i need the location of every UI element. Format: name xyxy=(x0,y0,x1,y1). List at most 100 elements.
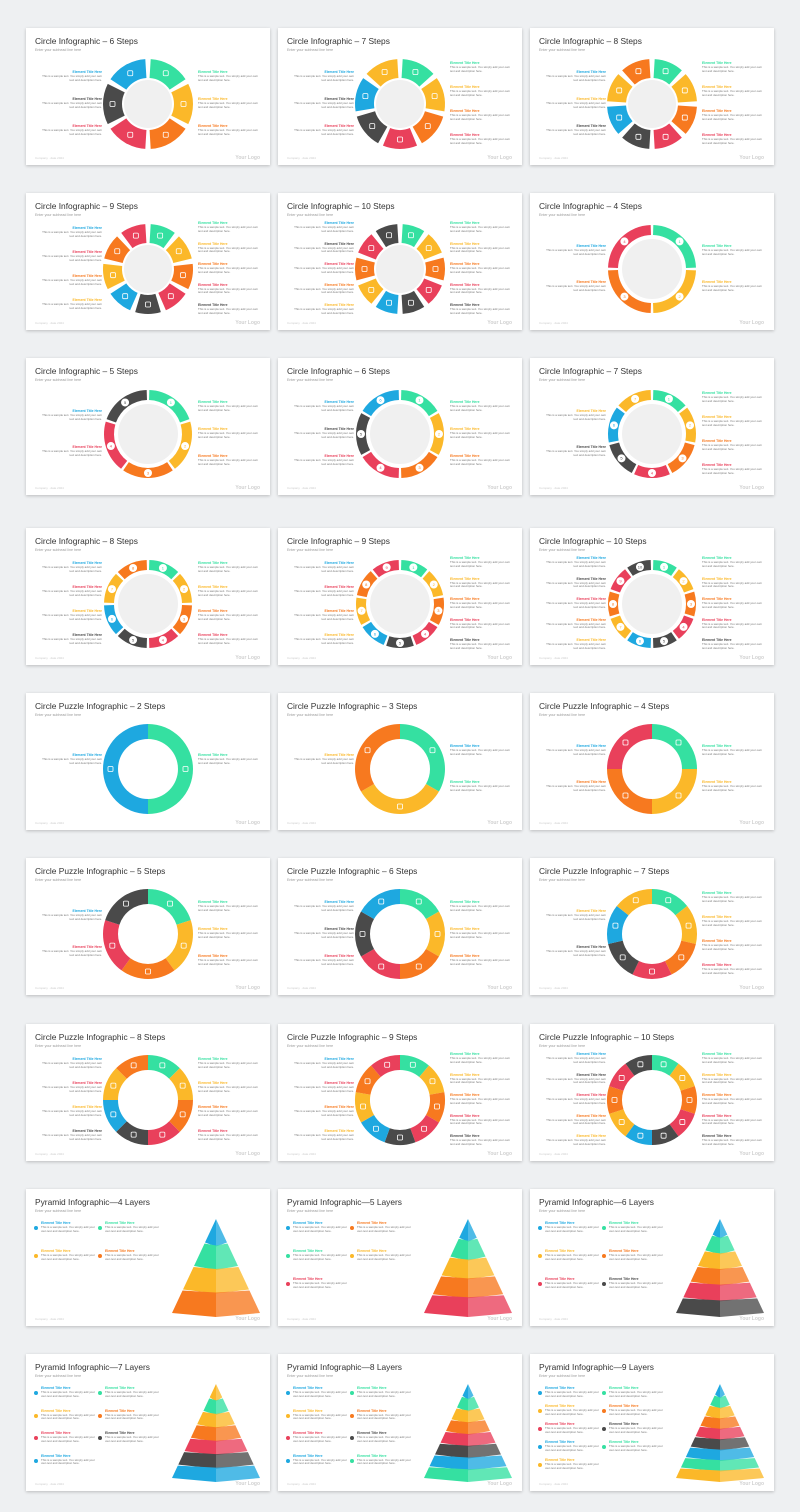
slide-thumbnail[interactable]: Circle Puzzle Infographic – 9 Steps Enter… xyxy=(278,1024,522,1161)
slide-thumbnail[interactable]: Pyramid Infographic—6 Layers Enter your s… xyxy=(530,1189,774,1326)
element-title: Element Title Here xyxy=(324,1129,354,1133)
slide-thumbnail[interactable]: Circle Puzzle Infographic – 2 Steps Enter… xyxy=(26,693,270,830)
segment-icon xyxy=(364,747,371,754)
slide-subtitle: Enter your subhead line here xyxy=(287,1374,334,1378)
slide-thumbnail[interactable]: Circle Infographic – 4 Steps Enter your s… xyxy=(530,193,774,330)
slide-thumbnail[interactable]: Circle Puzzle Infographic – 10 Steps Ente… xyxy=(530,1024,774,1161)
slide-thumbnail[interactable]: Circle Infographic – 9 Steps Enter your s… xyxy=(26,193,270,330)
element-block-r-1: Element Title Here This is a sample text.… xyxy=(450,221,512,234)
segment-4 xyxy=(104,421,128,469)
step-number: 3 xyxy=(690,601,693,606)
pyramid-layer-side-6 xyxy=(468,1443,501,1459)
element-title: Element Title Here xyxy=(576,597,606,601)
segment-icon xyxy=(397,136,403,143)
element-description: This is a sample text. You simply add yo… xyxy=(294,404,354,412)
slide-thumbnail[interactable]: Circle Puzzle Infographic – 5 Steps Enter… xyxy=(26,858,270,995)
step-number: 4 xyxy=(623,239,626,244)
step-badge xyxy=(166,398,175,407)
element-title: Element Title Here xyxy=(324,454,354,458)
pyramid-layer-1 xyxy=(715,1384,720,1399)
step-badge xyxy=(609,600,617,608)
element-block-l-1: Element Title Here This is a sample text.… xyxy=(292,900,354,913)
element-block-r-2: Element Title Here This is a sample text.… xyxy=(702,85,764,98)
element-title: Element Title Here xyxy=(450,597,480,601)
element-title: Element Title Here xyxy=(702,915,732,919)
slide-thumbnail[interactable]: Circle Infographic – 8 Steps Enter your s… xyxy=(26,528,270,665)
slide-subtitle: Enter your subhead line here xyxy=(539,1044,586,1048)
bullet-dot xyxy=(34,1436,38,1440)
segment-1 xyxy=(652,889,688,916)
element-description: This is a sample text. You simply add yo… xyxy=(198,286,258,295)
pyramid-layer-side-8 xyxy=(720,1458,760,1472)
element-title: Element Title Here xyxy=(72,124,102,128)
element-block-r-4: Element Title Here This is a sample text.… xyxy=(702,618,764,631)
step-number: 4 xyxy=(682,624,685,629)
element-description: This is a sample text. You simply add yo… xyxy=(198,958,258,966)
segment-6 xyxy=(375,290,399,314)
element-description: This is a sample text. You simply add yo… xyxy=(450,958,510,966)
slide-thumbnail[interactable]: Pyramid Infographic—4 Layers Enter your s… xyxy=(26,1189,270,1326)
segment-icon xyxy=(637,1132,644,1139)
slide-title: Circle Puzzle Infographic – 2 Steps xyxy=(35,701,166,711)
slide-thumbnail[interactable]: Circle Puzzle Infographic – 8 Steps Enter… xyxy=(26,1024,270,1161)
pyramid-layer-6 xyxy=(435,1443,468,1459)
element-title: Element Title Here xyxy=(576,1052,606,1056)
puzzle-infographic xyxy=(607,889,697,979)
slide-thumbnail[interactable]: Circle Puzzle Infographic – 7 Steps Enter… xyxy=(530,858,774,995)
pyramid-layer-7 xyxy=(429,1455,468,1471)
slide-thumbnail[interactable]: Circle Infographic – 8 Steps Enter your s… xyxy=(530,28,774,165)
bullet-dot xyxy=(34,1458,38,1463)
pyramid-layer-5 xyxy=(184,1438,216,1456)
segment-icon xyxy=(110,1082,117,1089)
slide-thumbnail[interactable]: Circle Infographic – 9 Steps Enter your s… xyxy=(278,528,522,665)
slide-title: Circle Infographic – 6 Steps xyxy=(287,366,390,376)
element-description: This is a sample text. You simply add yo… xyxy=(702,248,762,256)
slide-footer: Company · date 2024 xyxy=(287,821,316,825)
slide-thumbnail[interactable]: Pyramid Infographic—8 Layers Enter your s… xyxy=(278,1354,522,1491)
element-description: This is a sample text. You simply add yo… xyxy=(198,101,258,109)
segment-icon xyxy=(431,93,438,100)
step-number: 2 xyxy=(682,578,685,583)
slide-thumbnail[interactable]: Pyramid Infographic—5 Layers Enter your s… xyxy=(278,1189,522,1326)
segment-icon xyxy=(616,114,623,121)
slide-thumbnail[interactable]: Circle Infographic – 6 Steps Enter your s… xyxy=(278,358,522,495)
element-block-r-1: Element Title Here This is a sample text.… xyxy=(450,1052,512,1065)
slide-thumbnail[interactable]: Circle Infographic – 7 Steps Enter your s… xyxy=(278,28,522,165)
element-description: This is a sample text. You simply add yo… xyxy=(41,1412,95,1421)
element-block-r-4: Element Title Here This is a sample text.… xyxy=(450,618,512,631)
element-title: Element Title Here xyxy=(324,124,354,128)
segment-9 xyxy=(358,234,384,260)
element-description: This is a sample text. You simply add yo… xyxy=(198,225,258,233)
slide-thumbnail[interactable]: Circle Infographic – 5 Steps Enter your s… xyxy=(26,358,270,495)
element-title: Element Title Here xyxy=(702,133,732,137)
slide-thumbnail[interactable]: Circle Infographic – 10 Steps Enter your … xyxy=(530,528,774,665)
element-block-r-4: Element Title Here This is a sample text.… xyxy=(198,283,260,296)
slide-thumbnail[interactable]: Circle Puzzle Infographic – 3 Steps Enter… xyxy=(278,693,522,830)
slide-thumbnail[interactable]: Circle Puzzle Infographic – 4 Steps Enter… xyxy=(530,693,774,830)
pyramid-layer-8 xyxy=(680,1458,720,1472)
slide-thumbnail[interactable]: Circle Infographic – 6 Steps Enter your s… xyxy=(26,28,270,165)
element-title: Element Title Here xyxy=(609,1422,639,1426)
element-description: This is a sample text. You simply add yo… xyxy=(198,245,258,254)
pyramid-item-2: Element Title Here This is a sample text.… xyxy=(350,1221,412,1234)
segment-icon xyxy=(649,968,655,975)
segment-4 xyxy=(382,128,418,149)
element-title: Element Title Here xyxy=(198,633,228,637)
step-badge xyxy=(121,398,130,407)
segment-icon xyxy=(368,286,375,293)
element-block-l-5: Element Title Here This is a sample text.… xyxy=(544,1134,606,1147)
slide-thumbnail[interactable]: Pyramid Infographic—9 Layers Enter your s… xyxy=(530,1354,774,1491)
slide-logo: Your Logo xyxy=(739,155,764,161)
slide-thumbnail[interactable]: Circle Infographic – 7 Steps Enter your s… xyxy=(530,358,774,495)
pyramid-item-6: Element Title Here This is a sample text.… xyxy=(602,1422,664,1435)
element-title: Element Title Here xyxy=(702,391,732,395)
slide-thumbnail[interactable]: Pyramid Infographic—7 Layers Enter your s… xyxy=(26,1354,270,1491)
element-title: Element Title Here xyxy=(198,561,228,565)
element-block-l-2: Element Title Here This is a sample text.… xyxy=(292,427,354,440)
slide-logo: Your Logo xyxy=(235,1481,260,1487)
element-title: Element Title Here xyxy=(450,780,480,784)
segment-2 xyxy=(425,911,445,957)
slide-thumbnail[interactable]: Circle Puzzle Infographic – 6 Steps Enter… xyxy=(278,858,522,995)
element-title: Element Title Here xyxy=(702,1134,732,1138)
slide-thumbnail[interactable]: Circle Infographic – 10 Steps Enter your … xyxy=(278,193,522,330)
